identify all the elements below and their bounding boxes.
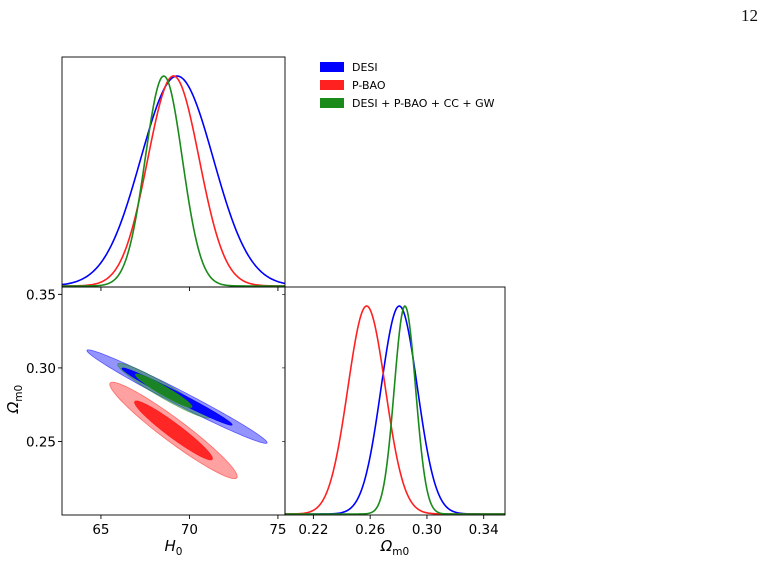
marginal-om-series-1 xyxy=(285,305,505,515)
legend-label-1: P-BAO xyxy=(352,79,386,92)
om-x-axis-label: Ωm0 xyxy=(380,537,409,558)
om-x-tick-label: 0.22 xyxy=(298,522,328,538)
om-y-axis-label: Ωm0 xyxy=(4,385,25,414)
frame-h0-marginal xyxy=(61,56,286,288)
om-y-tick-label: 0.25 xyxy=(26,434,56,450)
contour-1sigma-series-1 xyxy=(134,400,213,461)
marginal-h0-series-1 xyxy=(62,75,285,287)
legend-swatch-0 xyxy=(320,62,344,72)
om-y-tick-label: 0.30 xyxy=(26,361,56,377)
page-number: 12 xyxy=(741,6,758,25)
panels: 65 70 75 0.25 0.30 0.35 0.22 0.26 0.30 0.34 H0 Ωm0 Ω… xyxy=(4,56,506,558)
legend-label-0: DESI xyxy=(352,61,378,74)
legend-swatch-1 xyxy=(320,80,344,90)
om-y-tick-label: 0.35 xyxy=(26,287,56,303)
om-x-tick-label: 0.30 xyxy=(412,522,442,538)
om-x-tick-label: 0.34 xyxy=(469,522,499,538)
marginal-om-series-0 xyxy=(285,305,505,515)
h0-axis-label: H0 xyxy=(165,537,183,558)
contour-1sigma-series-2 xyxy=(135,373,193,408)
marginal-om-series-2 xyxy=(285,304,505,515)
legend-swatch-2 xyxy=(320,98,344,108)
marginal-h0-series-0 xyxy=(61,75,286,286)
h0-tick-label: 65 xyxy=(92,522,109,538)
marginal-h0-series-2 xyxy=(62,75,285,287)
h0-tick-label: 70 xyxy=(181,522,198,538)
legend-label-2: DESI + P-BAO + CC + GW xyxy=(352,97,495,110)
h0-tick-label: 75 xyxy=(269,522,286,538)
om-x-tick-label: 0.26 xyxy=(355,522,385,538)
legend: DESI P-BAO DESI + P-BAO + CC + GW xyxy=(320,61,495,110)
frame-om-marginal xyxy=(284,286,506,516)
